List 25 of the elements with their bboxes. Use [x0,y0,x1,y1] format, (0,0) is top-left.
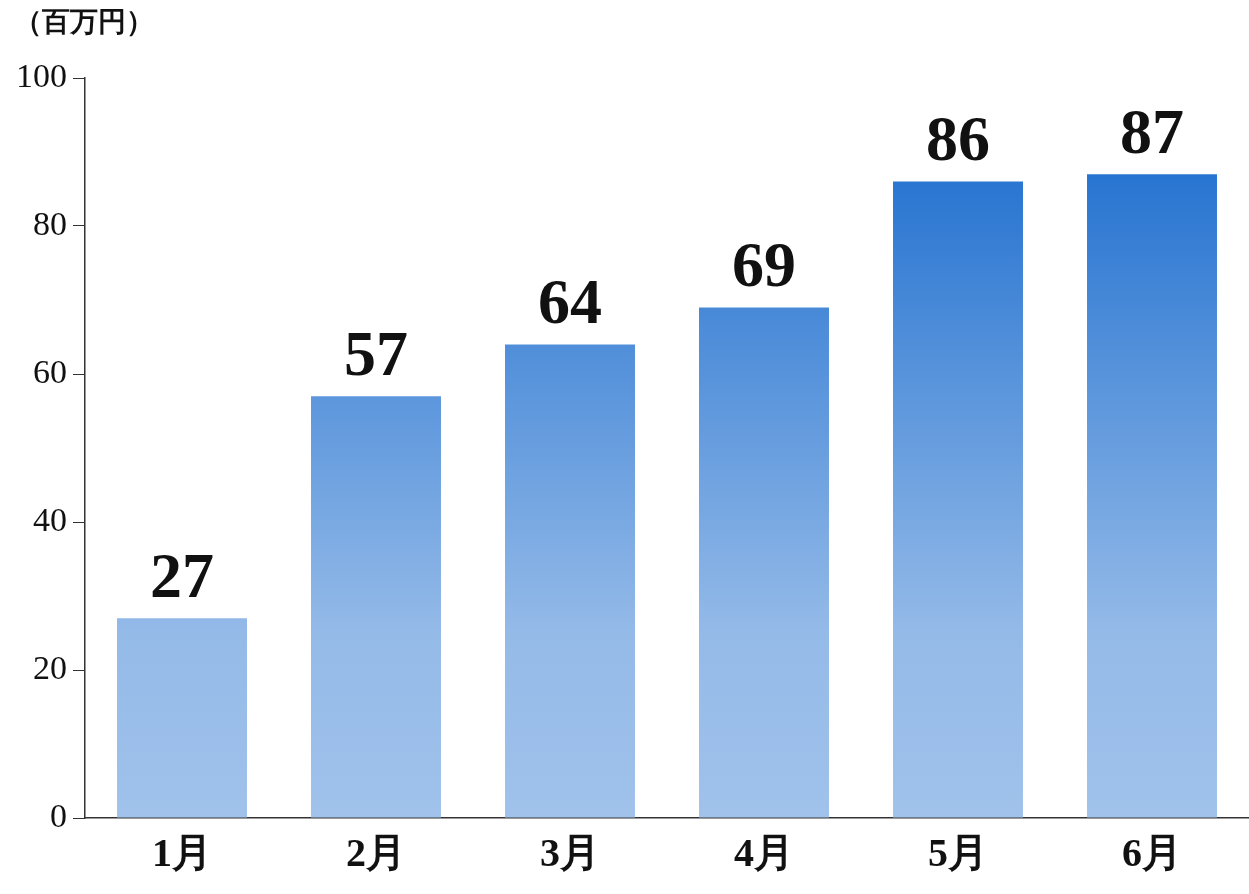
data-label: 57 [344,317,408,389]
y-tick-label: 0 [50,796,67,834]
bar [699,307,829,818]
data-label: 69 [732,228,796,300]
data-label: 27 [150,539,214,611]
data-label: 86 [926,103,990,175]
y-tick-label: 80 [33,204,67,242]
x-tick-label: 2月 [346,830,406,876]
x-tick-label: 5月 [928,830,988,876]
y-tick-label: 40 [33,500,67,538]
y-tick-label: 60 [33,352,67,390]
bar [1087,174,1217,818]
bar [117,618,247,818]
bar [311,396,441,818]
bar [505,344,635,818]
data-label: 87 [1120,95,1184,167]
y-axis-title: （百万円） [14,6,154,38]
x-tick-label: 3月 [540,830,600,876]
y-tick-label: 100 [16,56,67,94]
x-tick-label: 4月 [734,830,794,876]
x-tick-label: 6月 [1122,830,1182,876]
x-tick-label: 1月 [152,830,212,876]
bar [893,181,1023,818]
y-tick-label: 20 [33,648,67,686]
data-label: 64 [538,265,602,337]
